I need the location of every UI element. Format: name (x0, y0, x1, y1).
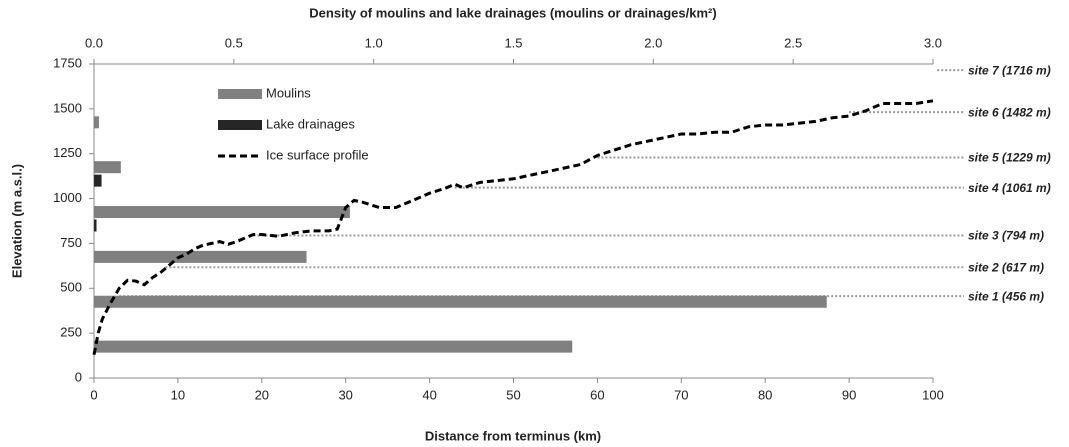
density-bar (94, 219, 97, 232)
density-bar (94, 161, 121, 174)
x2-tick-label: 1.5 (504, 35, 522, 50)
site-label: site 2 (617 m) (968, 260, 1044, 274)
density-bar (94, 116, 100, 129)
site-label: site 6 (1482 m) (968, 105, 1051, 119)
x-tick-label: 70 (674, 387, 688, 402)
y-tick-label: 250 (60, 325, 82, 340)
x2-tick-label: 1.0 (365, 35, 383, 50)
x-tick-label: 50 (506, 387, 520, 402)
x-tick-label: 80 (758, 387, 772, 402)
x-tick-label: 30 (338, 387, 352, 402)
density-bar (94, 250, 307, 263)
x-tick-label: 20 (255, 387, 269, 402)
x2-tick-label: 0.0 (85, 35, 103, 50)
site-label: site 7 (1716 m) (968, 63, 1051, 77)
y-tick-label: 1000 (53, 190, 82, 205)
y-tick-label: 0 (75, 369, 82, 384)
density-bar (94, 206, 350, 219)
legend-label: Lake drainages (266, 116, 355, 131)
x2-tick-label: 3.0 (924, 35, 942, 50)
y-tick-label: 500 (60, 280, 82, 295)
y-tick-label: 750 (60, 235, 82, 250)
x-tick-label: 0 (90, 387, 97, 402)
density-bar (94, 174, 102, 187)
density-bar (94, 295, 827, 308)
top-axis-title: Density of moulins and lake drainages (m… (309, 5, 716, 20)
site-label: site 4 (1061 m) (968, 181, 1051, 195)
x2-tick-label: 2.5 (784, 35, 802, 50)
legend-label: Ice surface profile (266, 147, 369, 162)
y-tick-label: 1250 (53, 145, 82, 160)
x-tick-label: 60 (590, 387, 604, 402)
legend-swatch (218, 89, 262, 99)
y-tick-label: 1500 (53, 100, 82, 115)
legend-swatch (218, 120, 262, 130)
site-label: site 5 (1229 m) (968, 151, 1051, 165)
site-label: site 3 (794 m) (968, 229, 1044, 243)
x2-tick-label: 0.5 (225, 35, 243, 50)
x-axis-title: Distance from terminus (km) (425, 428, 601, 443)
x-tick-label: 100 (922, 387, 944, 402)
site-label: site 1 (456 m) (968, 289, 1044, 303)
profile-line (92, 99, 934, 355)
y-tick-label: 1750 (53, 55, 82, 70)
x-tick-label: 90 (842, 387, 856, 402)
x2-tick-label: 2.0 (644, 35, 662, 50)
x-tick-label: 10 (171, 387, 185, 402)
x-tick-label: 40 (422, 387, 436, 402)
legend-label: Moulins (266, 85, 311, 100)
y-axis-title: Elevation (m a.s.l.) (9, 164, 24, 278)
density-bar (94, 340, 573, 353)
